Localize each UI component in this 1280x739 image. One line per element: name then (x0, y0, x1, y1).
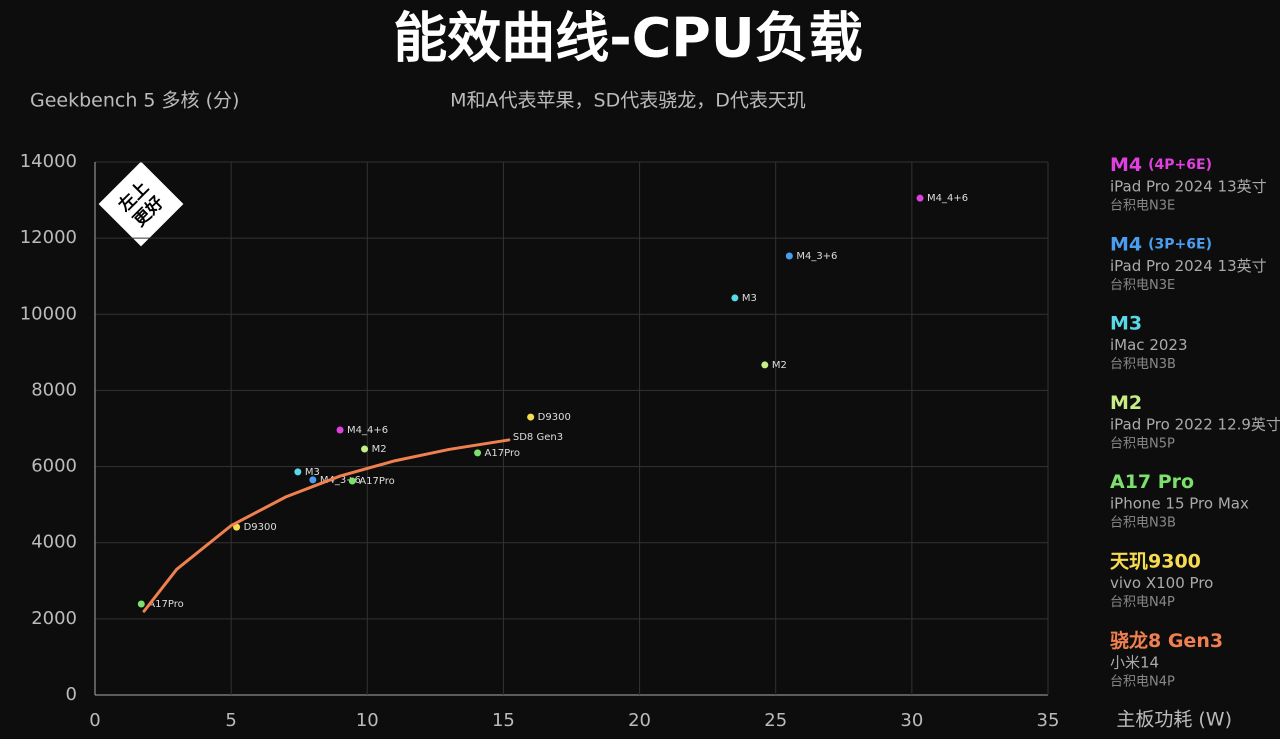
legend-name-text: 骁龙8 Gen3 (1110, 628, 1223, 651)
x-tick-label: 15 (492, 710, 515, 731)
point-label: M4_4+6 (927, 193, 968, 204)
point (361, 445, 369, 453)
y-tick-label: 12000 (20, 227, 77, 248)
y-tick-label: 4000 (31, 532, 77, 553)
legend-name-text: A17 Pro (1110, 471, 1194, 493)
y-axis-label: Geekbench 5 多核 (分) (30, 90, 239, 112)
x-axis-label: 主板功耗 (W) (1116, 709, 1232, 731)
legend-process: 台积电N3B (1110, 516, 1176, 531)
y-tick-label: 2000 (31, 608, 77, 629)
legend-process: 台积电N5P (1110, 436, 1175, 451)
legend-config: (4P+6E) (1148, 157, 1212, 173)
y-tick-label: 6000 (31, 456, 77, 477)
legend-name: A17 Pro (1110, 471, 1194, 493)
x-tick-label: 20 (628, 710, 651, 731)
point (137, 600, 145, 608)
x-tick-label: 0 (89, 710, 100, 731)
point (761, 361, 769, 369)
legend-process: 台积电N3E (1110, 199, 1175, 214)
x-tick-label: 25 (764, 710, 787, 731)
subtitle: M和A代表苹果，SD代表骁龙，D代表天玑 (450, 90, 806, 112)
point-label: M2 (372, 444, 387, 455)
point-label: M4_4+6 (347, 425, 388, 436)
y-tick-label: 10000 (20, 303, 77, 324)
point (731, 294, 739, 302)
point (916, 194, 924, 202)
legend-name: M2 (1110, 391, 1142, 413)
legend-name: M4 (4P+6E) (1110, 154, 1212, 176)
point-label: M4_3+6 (320, 475, 361, 486)
legend-device: iPad Pro 2024 13英寸 (1110, 178, 1267, 196)
point-label: A17Pro (485, 448, 520, 459)
y-tick-label: 0 (66, 684, 77, 705)
point-label: A17Pro (148, 599, 183, 610)
point (336, 426, 344, 434)
point-label: M4_3+6 (796, 251, 837, 262)
legend-process: 台积电N4P (1110, 674, 1175, 689)
legend-name: 天玑9300 (1110, 550, 1201, 572)
point (309, 476, 317, 484)
x-tick-label: 10 (356, 710, 379, 731)
legend-process: 台积电N4P (1110, 595, 1175, 610)
point-label: M3 (742, 293, 757, 304)
point (294, 468, 302, 476)
legend-process: 台积电N3E (1110, 278, 1175, 293)
x-tick-label: 30 (900, 710, 923, 731)
point-label: SD8 Gen3 (513, 432, 563, 443)
legend-name-text: M4 (1110, 154, 1142, 176)
point (527, 413, 535, 421)
point-label: M3 (305, 467, 320, 478)
legend-name-text: M4 (1110, 233, 1142, 255)
legend-name-text: M2 (1110, 391, 1142, 413)
point (785, 252, 793, 260)
legend-device: iPad Pro 2024 13英寸 (1110, 257, 1267, 275)
point-label: M2 (772, 360, 787, 371)
y-tick-label: 8000 (31, 379, 77, 400)
point (348, 477, 356, 485)
x-tick-label: 35 (1037, 710, 1060, 731)
legend-name: M4 (3P+6E) (1110, 233, 1212, 255)
legend-name: M3 (1110, 312, 1142, 334)
legend-device: 小米14 (1110, 653, 1159, 671)
legend-config: (3P+6E) (1148, 236, 1212, 252)
legend-name-text: M3 (1110, 312, 1142, 334)
point-label: D9300 (244, 522, 277, 533)
legend-name-text: 天玑9300 (1110, 550, 1201, 572)
legend-device: vivo X100 Pro (1110, 574, 1213, 592)
legend-name: 骁龙8 Gen3 (1110, 628, 1223, 651)
point-label: D9300 (538, 412, 571, 423)
point-label: A17Pro (359, 476, 394, 487)
chart-title: 能效曲线-CPU负载 (393, 7, 862, 70)
curve (142, 438, 511, 613)
legend-process: 台积电N3B (1110, 357, 1176, 372)
point (233, 523, 241, 531)
x-tick-label: 5 (225, 710, 236, 731)
legend-device: iPad Pro 2022 12.9英寸 (1110, 415, 1280, 433)
point (474, 449, 482, 457)
y-tick-label: 14000 (20, 151, 77, 172)
legend-device: iMac 2023 (1110, 336, 1188, 354)
legend-device: iPhone 15 Pro Max (1110, 495, 1249, 513)
